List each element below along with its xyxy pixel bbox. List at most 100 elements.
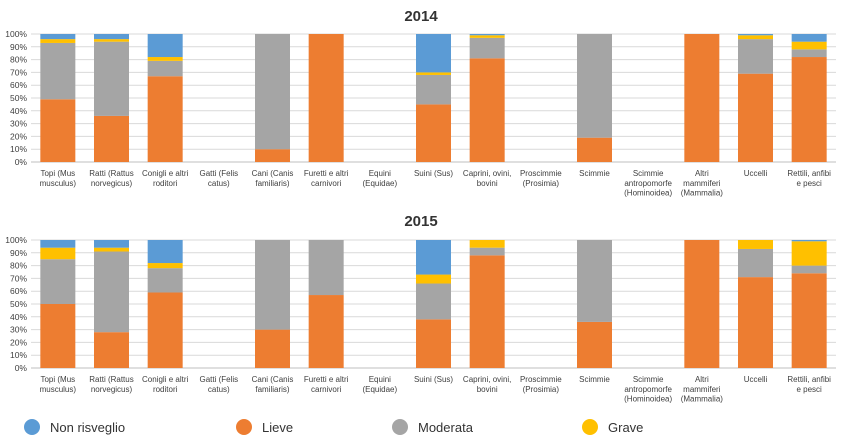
bar-segment-non-risveglio — [738, 34, 773, 36]
y-tick-label: 90% — [10, 248, 27, 258]
bar-segment-moderata — [791, 265, 827, 274]
x-tick-label: Topi (Mus musculus) — [40, 169, 77, 188]
x-tick-label: Proscimmie (Prosimia) — [520, 169, 562, 188]
bar-segment-moderata — [147, 60, 183, 77]
bar-segment-lieve — [469, 58, 505, 162]
legend-marker-grave — [582, 419, 598, 435]
y-tick-label: 40% — [10, 106, 27, 116]
x-tick-label: Equini (Equidae) — [362, 169, 397, 188]
bar-segment-non-risveglio — [147, 240, 183, 264]
x-tick-label: Rettili, anfibi e pesci — [787, 375, 831, 394]
bar-segment-moderata — [40, 42, 76, 100]
bar-segment-lieve — [94, 115, 129, 162]
y-tick-label: 0% — [15, 157, 28, 167]
y-tick-label: 60% — [10, 80, 27, 90]
x-tick-label: Conigli e altri roditori — [142, 375, 188, 394]
bar-segment-moderata — [577, 240, 612, 322]
x-tick-label: Gatti (Felis catus) — [199, 375, 238, 394]
x-tick-label: Gatti (Felis catus) — [199, 169, 238, 188]
bar-segment-grave — [147, 263, 183, 269]
bar-segment-lieve — [738, 277, 773, 368]
bar-segment-grave — [738, 35, 773, 40]
bar-segment-lieve — [684, 240, 720, 368]
y-tick-label: 50% — [10, 93, 27, 103]
y-tick-label: 30% — [10, 119, 27, 129]
bar-segment-grave — [94, 39, 129, 42]
x-tick-label: Scimmie antropomorfe (Hominoidea) — [624, 375, 672, 404]
x-tick-label: Altri mammiferi (Mammalia) — [681, 375, 724, 404]
bar-segment-lieve — [147, 76, 183, 162]
bar-segment-moderata — [416, 283, 451, 320]
chart-2015: 2015 0% 10% 20% 30% 40% 50% 60% 70% 80% 90% 100% Top… — [5, 213, 836, 404]
legend-label: Moderata — [418, 420, 474, 435]
bar-segment-moderata — [255, 240, 290, 330]
x-tick-label: Topi (Mus musculus) — [40, 375, 77, 394]
bar-segment-lieve — [684, 34, 720, 162]
bar-segment-lieve — [94, 332, 129, 368]
bar-segment-lieve — [416, 319, 451, 368]
x-tick-label: Furetti e altri carnivori — [304, 375, 349, 394]
x-tick-label: Conigli e altri roditori — [142, 169, 188, 188]
bar-segment-lieve — [308, 34, 344, 162]
bar-segment-grave — [94, 247, 129, 252]
bar-segment-moderata — [738, 248, 773, 278]
legend-marker-non-risveglio — [24, 419, 40, 435]
y-tick-label: 70% — [10, 273, 27, 283]
legend-label: Lieve — [262, 420, 293, 435]
bar-segment-non-risveglio — [416, 34, 451, 73]
bar-segment-lieve — [577, 321, 612, 368]
bar-segment-grave — [738, 240, 773, 249]
bar-segment-non-risveglio — [94, 34, 129, 40]
x-tick-label: Scimmie — [579, 169, 610, 178]
bar-segment-non-risveglio — [147, 34, 183, 58]
y-tick-label: 80% — [10, 55, 27, 65]
bar-segment-non-risveglio — [791, 34, 827, 42]
x-tick-label: Scimmie — [579, 375, 610, 384]
y-tick-label: 0% — [15, 363, 28, 373]
y-tick-label: 10% — [10, 350, 27, 360]
x-tick-label: Uccelli — [744, 375, 768, 384]
bar-segment-non-risveglio — [791, 240, 827, 242]
x-tick-label: Ratti (Rattus norvegicus) — [89, 169, 133, 188]
bar-segment-moderata — [94, 41, 129, 116]
bar-segment-grave — [147, 57, 183, 61]
x-tick-label: Uccelli — [744, 169, 768, 178]
x-tick-label: Scimmie antropomorfe (Hominoidea) — [624, 169, 672, 198]
legend-marker-moderata — [392, 419, 408, 435]
bar-segment-moderata — [255, 34, 290, 150]
chart-2014: 2014 0% 10% 20% 30% 40% 50% 60% 70% 80% 90% 100% Top… — [5, 8, 836, 198]
bar-segment-lieve — [469, 255, 505, 368]
x-tick-label: Altri mammiferi (Mammalia) — [681, 169, 724, 198]
x-tick-label: Caprini, ovini, bovini — [463, 375, 511, 394]
chart-title: 2014 — [404, 8, 438, 25]
x-tick-label: Proscimmie (Prosimia) — [520, 375, 562, 394]
x-tick-label: Caprini, ovini, bovini — [463, 169, 511, 188]
bar-segment-lieve — [147, 292, 183, 368]
bar-segment-moderata — [469, 247, 505, 256]
bar-segment-moderata — [94, 251, 129, 333]
y-tick-label: 10% — [10, 144, 27, 154]
bar-segment-grave — [791, 41, 827, 50]
bar-segment-moderata — [469, 37, 505, 59]
bar-segment-grave — [416, 274, 451, 284]
bar-segment-grave — [40, 247, 76, 260]
bar-segment-non-risveglio — [40, 240, 76, 248]
y-tick-label: 100% — [5, 29, 27, 39]
bar-segment-lieve — [40, 99, 76, 162]
bar-segment-lieve — [255, 329, 290, 368]
chart-title: 2015 — [404, 213, 437, 230]
y-tick-label: 90% — [10, 42, 27, 52]
y-tick-label: 30% — [10, 325, 27, 335]
bar-segment-non-risveglio — [94, 240, 129, 248]
bar-segment-lieve — [577, 137, 612, 162]
bar-segment-grave — [791, 241, 827, 266]
bar-segment-lieve — [791, 273, 827, 368]
bar-segment-non-risveglio — [469, 34, 505, 36]
bar-segment-moderata — [147, 268, 183, 293]
bar-segment-non-risveglio — [40, 34, 76, 40]
x-tick-label: Suini (Sus) — [414, 375, 453, 384]
legend-marker-lieve — [236, 419, 252, 435]
y-tick-label: 60% — [10, 286, 27, 296]
x-tick-label: Rettili, anfibi e pesci — [787, 169, 831, 188]
